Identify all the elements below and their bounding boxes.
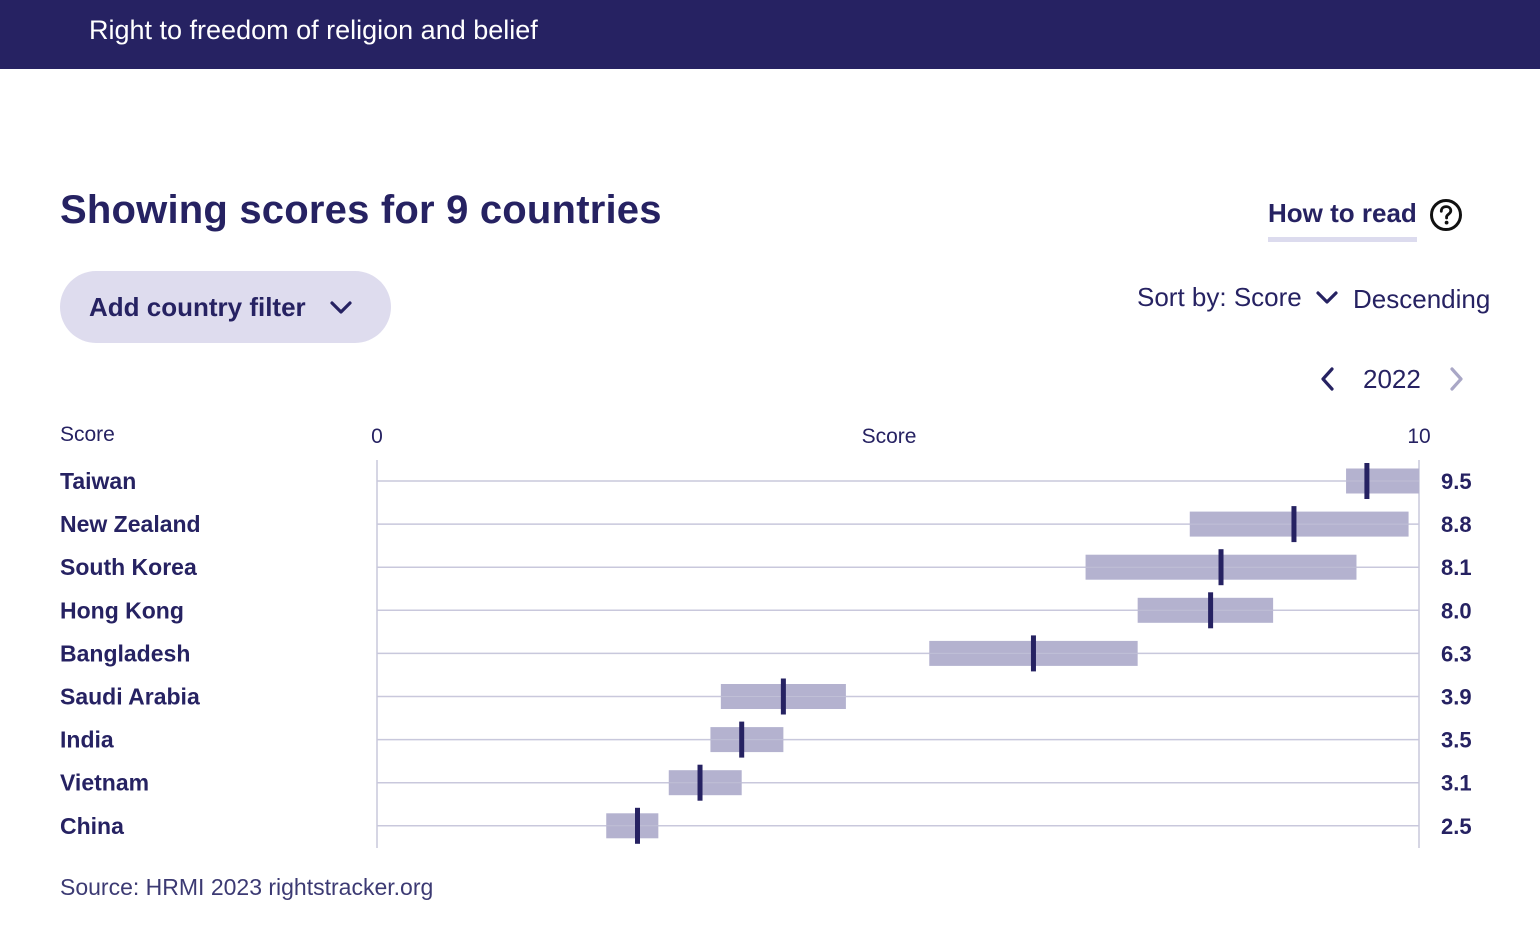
row-header-label: Score: [60, 423, 115, 446]
score-marker: [697, 764, 703, 801]
source-note: Source: HRMI 2023 rightstracker.org: [60, 874, 434, 900]
x-tick-max: 10: [1407, 425, 1430, 448]
score-marker: [780, 678, 786, 715]
top-bar: Right to freedom of religion and belief: [0, 0, 1540, 69]
country-label: India: [60, 727, 114, 753]
year-label: 2022: [1363, 364, 1421, 394]
score-marker: [1364, 463, 1370, 499]
score-value-label: 3.1: [1441, 771, 1472, 796]
page-heading: Showing scores for 9 countries: [60, 188, 662, 232]
country-label: Taiwan: [60, 468, 136, 494]
sort-by-dropdown[interactable]: Sort by: Score: [1137, 282, 1340, 313]
chevron-down-icon: [330, 301, 352, 314]
x-axis-title: Score: [862, 425, 917, 448]
right-title: Right to freedom of religion and belief: [89, 15, 538, 45]
sort-direction-toggle[interactable]: Descending: [1353, 284, 1491, 314]
add-country-filter-button[interactable]: Add country filter: [60, 271, 391, 343]
score-marker: [739, 721, 745, 758]
country-label: Bangladesh: [60, 640, 190, 666]
country-label: Saudi Arabia: [60, 684, 200, 710]
chevron-left-icon[interactable]: [1316, 365, 1340, 393]
score-value-label: 6.3: [1441, 641, 1472, 666]
score-value-label: 3.5: [1441, 728, 1472, 753]
country-label: New Zealand: [60, 511, 201, 537]
score-marker: [1218, 549, 1224, 586]
x-tick-min: 0: [371, 425, 383, 448]
how-to-read-label: How to read: [1268, 198, 1417, 242]
country-label: Hong Kong: [60, 597, 184, 623]
question-circle-icon[interactable]: [1429, 198, 1463, 232]
score-value-label: 8.0: [1441, 598, 1472, 623]
score-value-label: 9.5: [1441, 469, 1472, 494]
score-marker: [1030, 635, 1036, 672]
score-value-label: 2.5: [1441, 814, 1472, 839]
score-marker: [635, 807, 640, 844]
country-label: Vietnam: [60, 770, 149, 796]
country-label: China: [60, 813, 124, 839]
country-label: South Korea: [60, 554, 197, 580]
how-to-read-link[interactable]: How to read: [1268, 198, 1463, 242]
score-value-label: 3.9: [1441, 685, 1472, 710]
chevron-down-icon: [1316, 290, 1338, 304]
score-marker: [1291, 506, 1297, 543]
score-value-label: 8.1: [1441, 555, 1472, 580]
sort-by-label: Sort by: Score: [1137, 282, 1302, 312]
score-value-label: 8.8: [1441, 512, 1472, 537]
add-country-filter-label: Add country filter: [89, 291, 306, 322]
chevron-right-icon[interactable]: [1444, 365, 1468, 393]
score-marker: [1208, 592, 1214, 629]
